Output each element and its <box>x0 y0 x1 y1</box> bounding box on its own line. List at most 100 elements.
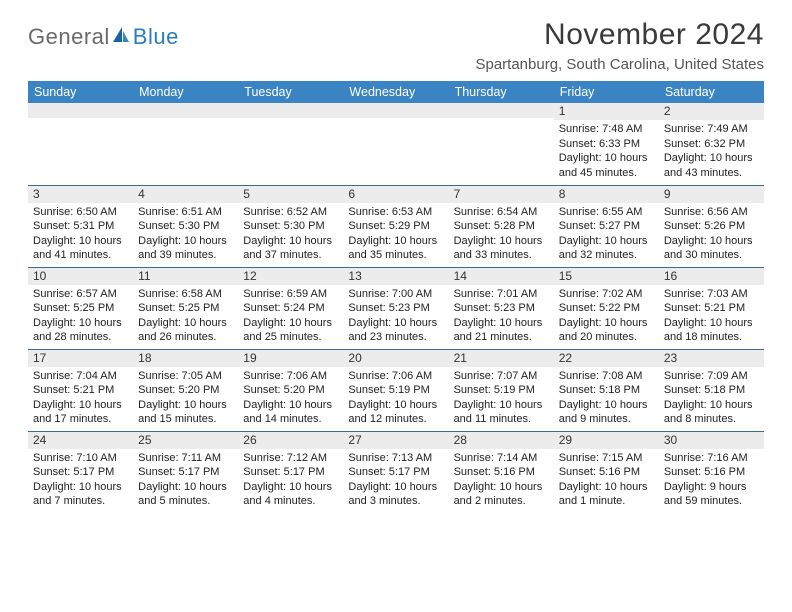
day-number: 28 <box>449 432 554 449</box>
sunset-text: Sunset: 5:28 PM <box>454 219 549 234</box>
page-header: General Blue November 2024 Spartanburg, … <box>28 18 764 73</box>
day-number: 11 <box>133 268 238 285</box>
calendar-day-cell: 24Sunrise: 7:10 AMSunset: 5:17 PMDayligh… <box>28 431 133 513</box>
day-number: 29 <box>554 432 659 449</box>
day-details: Sunrise: 7:06 AMSunset: 5:19 PMDaylight:… <box>343 367 448 430</box>
day-details: Sunrise: 7:04 AMSunset: 5:21 PMDaylight:… <box>28 367 133 430</box>
day-number: 9 <box>659 186 764 203</box>
daylight-text: Daylight: 10 hours and 7 minutes. <box>33 480 128 509</box>
day-details: Sunrise: 7:14 AMSunset: 5:16 PMDaylight:… <box>449 449 554 512</box>
sunset-text: Sunset: 5:21 PM <box>33 383 128 398</box>
sunrise-text: Sunrise: 7:00 AM <box>348 287 443 302</box>
sunset-text: Sunset: 5:29 PM <box>348 219 443 234</box>
calendar-day-cell: 21Sunrise: 7:07 AMSunset: 5:19 PMDayligh… <box>449 349 554 431</box>
calendar-day-cell: 3Sunrise: 6:50 AMSunset: 5:31 PMDaylight… <box>28 185 133 267</box>
day-details: Sunrise: 7:13 AMSunset: 5:17 PMDaylight:… <box>343 449 448 512</box>
day-number: 25 <box>133 432 238 449</box>
calendar-day-cell <box>28 103 133 185</box>
day-details: Sunrise: 6:54 AMSunset: 5:28 PMDaylight:… <box>449 203 554 266</box>
calendar-week-row: 17Sunrise: 7:04 AMSunset: 5:21 PMDayligh… <box>28 349 764 431</box>
day-details: Sunrise: 7:01 AMSunset: 5:23 PMDaylight:… <box>449 285 554 348</box>
logo: General Blue <box>28 24 179 50</box>
day-details: Sunrise: 7:00 AMSunset: 5:23 PMDaylight:… <box>343 285 448 348</box>
calendar-day-cell: 10Sunrise: 6:57 AMSunset: 5:25 PMDayligh… <box>28 267 133 349</box>
sunrise-text: Sunrise: 7:05 AM <box>138 369 233 384</box>
sunset-text: Sunset: 5:16 PM <box>664 465 759 480</box>
calendar-week-row: 10Sunrise: 6:57 AMSunset: 5:25 PMDayligh… <box>28 267 764 349</box>
day-details: Sunrise: 7:16 AMSunset: 5:16 PMDaylight:… <box>659 449 764 512</box>
day-details: Sunrise: 7:48 AMSunset: 6:33 PMDaylight:… <box>554 120 659 183</box>
sunset-text: Sunset: 5:26 PM <box>664 219 759 234</box>
daylight-text: Daylight: 10 hours and 28 minutes. <box>33 316 128 345</box>
daylight-text: Daylight: 10 hours and 18 minutes. <box>664 316 759 345</box>
day-details: Sunrise: 7:02 AMSunset: 5:22 PMDaylight:… <box>554 285 659 348</box>
daylight-text: Daylight: 10 hours and 45 minutes. <box>559 151 654 180</box>
sunset-text: Sunset: 5:25 PM <box>33 301 128 316</box>
daylight-text: Daylight: 10 hours and 39 minutes. <box>138 234 233 263</box>
logo-sail-icon <box>111 25 131 50</box>
calendar-day-cell <box>449 103 554 185</box>
calendar-day-cell: 12Sunrise: 6:59 AMSunset: 5:24 PMDayligh… <box>238 267 343 349</box>
day-details: Sunrise: 6:58 AMSunset: 5:25 PMDaylight:… <box>133 285 238 348</box>
sunrise-text: Sunrise: 6:51 AM <box>138 205 233 220</box>
calendar-week-row: 24Sunrise: 7:10 AMSunset: 5:17 PMDayligh… <box>28 431 764 513</box>
calendar-day-cell: 28Sunrise: 7:14 AMSunset: 5:16 PMDayligh… <box>449 431 554 513</box>
daylight-text: Daylight: 10 hours and 9 minutes. <box>559 398 654 427</box>
day-number: 27 <box>343 432 448 449</box>
sunset-text: Sunset: 5:27 PM <box>559 219 654 234</box>
sunrise-text: Sunrise: 6:50 AM <box>33 205 128 220</box>
daylight-text: Daylight: 10 hours and 35 minutes. <box>348 234 443 263</box>
sunrise-text: Sunrise: 7:06 AM <box>243 369 338 384</box>
weekday-header-row: Sunday Monday Tuesday Wednesday Thursday… <box>28 81 764 103</box>
calendar-day-cell: 9Sunrise: 6:56 AMSunset: 5:26 PMDaylight… <box>659 185 764 267</box>
calendar-day-cell <box>238 103 343 185</box>
weekday-header: Sunday <box>28 81 133 103</box>
sunset-text: Sunset: 5:16 PM <box>454 465 549 480</box>
sunset-text: Sunset: 5:17 PM <box>138 465 233 480</box>
logo-text-blue: Blue <box>133 24 179 49</box>
sunset-text: Sunset: 5:17 PM <box>348 465 443 480</box>
day-details: Sunrise: 7:10 AMSunset: 5:17 PMDaylight:… <box>28 449 133 512</box>
day-number: 24 <box>28 432 133 449</box>
day-number <box>449 103 554 118</box>
sunset-text: Sunset: 5:18 PM <box>559 383 654 398</box>
sunrise-text: Sunrise: 6:55 AM <box>559 205 654 220</box>
daylight-text: Daylight: 10 hours and 3 minutes. <box>348 480 443 509</box>
sunrise-text: Sunrise: 6:52 AM <box>243 205 338 220</box>
sunset-text: Sunset: 6:32 PM <box>664 137 759 152</box>
sunset-text: Sunset: 5:19 PM <box>454 383 549 398</box>
calendar-day-cell: 30Sunrise: 7:16 AMSunset: 5:16 PMDayligh… <box>659 431 764 513</box>
daylight-text: Daylight: 10 hours and 8 minutes. <box>664 398 759 427</box>
weekday-header: Wednesday <box>343 81 448 103</box>
daylight-text: Daylight: 10 hours and 20 minutes. <box>559 316 654 345</box>
calendar-week-row: 3Sunrise: 6:50 AMSunset: 5:31 PMDaylight… <box>28 185 764 267</box>
calendar-day-cell: 2Sunrise: 7:49 AMSunset: 6:32 PMDaylight… <box>659 103 764 185</box>
calendar-page: General Blue November 2024 Spartanburg, … <box>0 0 792 513</box>
day-number: 8 <box>554 186 659 203</box>
day-number <box>133 103 238 118</box>
daylight-text: Daylight: 10 hours and 33 minutes. <box>454 234 549 263</box>
sunset-text: Sunset: 5:20 PM <box>243 383 338 398</box>
calendar-day-cell: 27Sunrise: 7:13 AMSunset: 5:17 PMDayligh… <box>343 431 448 513</box>
calendar-day-cell: 18Sunrise: 7:05 AMSunset: 5:20 PMDayligh… <box>133 349 238 431</box>
month-title: November 2024 <box>475 18 764 52</box>
day-details: Sunrise: 7:06 AMSunset: 5:20 PMDaylight:… <box>238 367 343 430</box>
location-text: Spartanburg, South Carolina, United Stat… <box>475 56 764 73</box>
daylight-text: Daylight: 10 hours and 37 minutes. <box>243 234 338 263</box>
sunrise-text: Sunrise: 7:49 AM <box>664 122 759 137</box>
logo-text-general: General <box>28 24 110 50</box>
sunrise-text: Sunrise: 7:01 AM <box>454 287 549 302</box>
sunset-text: Sunset: 5:18 PM <box>664 383 759 398</box>
sunset-text: Sunset: 5:19 PM <box>348 383 443 398</box>
sunrise-text: Sunrise: 7:10 AM <box>33 451 128 466</box>
day-details: Sunrise: 7:15 AMSunset: 5:16 PMDaylight:… <box>554 449 659 512</box>
sunrise-text: Sunrise: 7:02 AM <box>559 287 654 302</box>
calendar-day-cell: 26Sunrise: 7:12 AMSunset: 5:17 PMDayligh… <box>238 431 343 513</box>
weekday-header: Thursday <box>449 81 554 103</box>
sunset-text: Sunset: 5:16 PM <box>559 465 654 480</box>
day-number: 30 <box>659 432 764 449</box>
calendar-day-cell: 16Sunrise: 7:03 AMSunset: 5:21 PMDayligh… <box>659 267 764 349</box>
day-number <box>238 103 343 118</box>
sunrise-text: Sunrise: 6:54 AM <box>454 205 549 220</box>
daylight-text: Daylight: 10 hours and 21 minutes. <box>454 316 549 345</box>
